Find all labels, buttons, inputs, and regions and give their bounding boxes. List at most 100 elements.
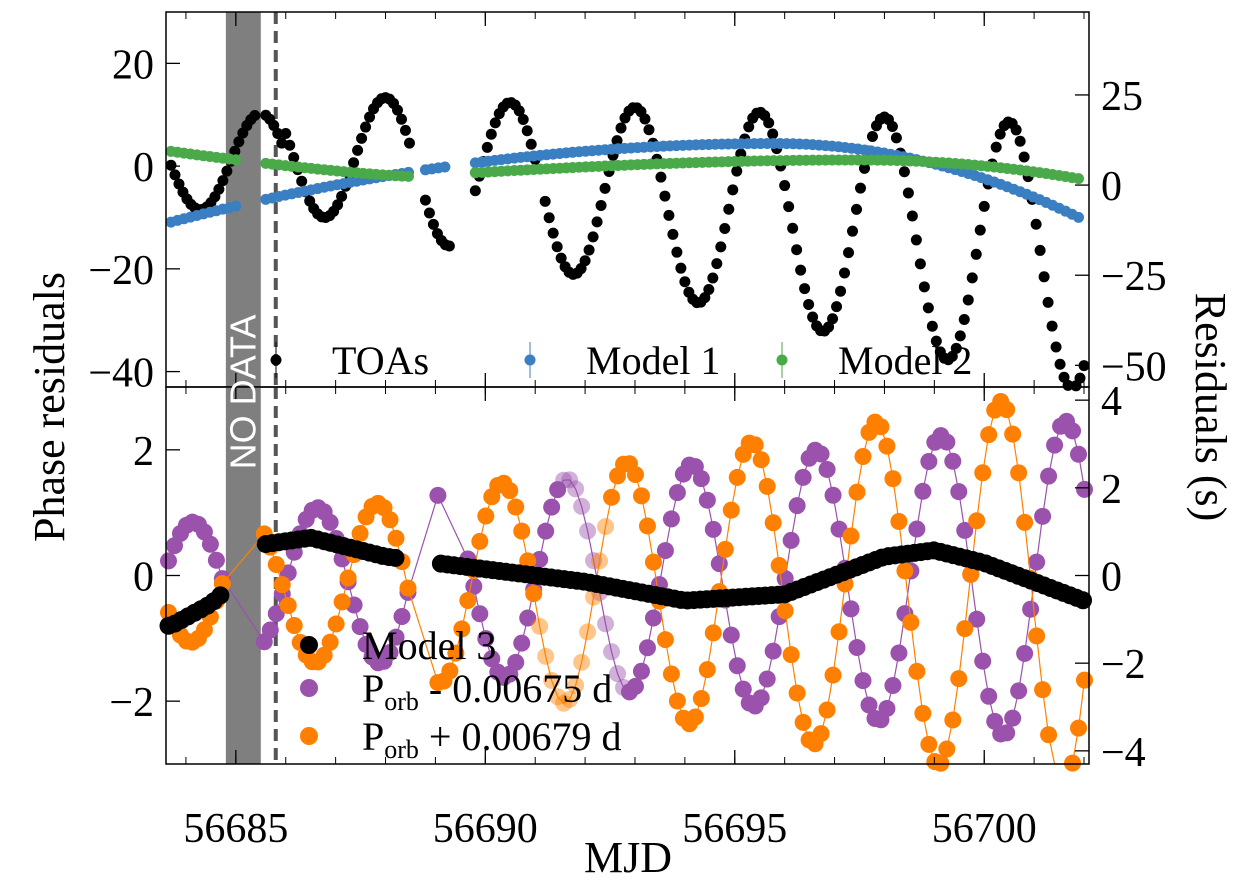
data-point — [759, 478, 776, 495]
data-point — [979, 201, 990, 212]
data-point — [920, 736, 937, 753]
data-point — [477, 508, 494, 525]
data-point — [795, 469, 812, 486]
data-point — [165, 160, 176, 171]
data-point — [600, 183, 611, 194]
data-point — [819, 702, 836, 719]
data-point — [884, 677, 901, 694]
data-point — [723, 502, 740, 519]
data-point — [404, 138, 415, 149]
data-point — [851, 204, 862, 215]
data-point — [795, 714, 812, 731]
data-point — [1040, 468, 1057, 485]
data-point — [753, 451, 770, 468]
data-point — [1034, 508, 1051, 525]
data-point — [322, 514, 339, 531]
data-point — [843, 600, 860, 617]
x-tick-label: 56700 — [932, 806, 1037, 852]
data-point — [963, 294, 974, 305]
data-point — [403, 171, 414, 182]
data-point — [1016, 645, 1033, 662]
data-point — [217, 175, 228, 186]
data-point — [908, 520, 925, 537]
data-point — [1047, 321, 1058, 332]
data-point — [580, 255, 591, 266]
data-point — [923, 302, 934, 313]
y-right-tick-label: −4 — [1101, 730, 1146, 776]
data-point — [849, 484, 866, 501]
data-point — [544, 212, 555, 223]
data-point — [944, 453, 961, 470]
data-point — [719, 223, 730, 234]
y-left-tick-label: 2 — [133, 429, 154, 475]
data-point — [645, 554, 662, 571]
data-point — [211, 586, 229, 604]
legend-marker — [525, 355, 536, 366]
data-point — [783, 532, 800, 549]
data-point — [1010, 682, 1027, 699]
y-right-tick-label: 2 — [1101, 467, 1122, 513]
data-point — [813, 725, 830, 742]
data-point — [592, 216, 603, 227]
data-point — [518, 114, 529, 125]
data-point — [471, 533, 488, 550]
data-point — [208, 552, 225, 569]
data-point — [296, 176, 307, 187]
data-point — [887, 121, 898, 132]
data-point — [249, 110, 260, 121]
x-tick-label: 56690 — [433, 806, 538, 852]
data-point — [765, 643, 782, 660]
data-point — [1070, 720, 1087, 737]
data-point — [968, 512, 985, 529]
data-point — [975, 225, 986, 236]
data-point — [839, 267, 850, 278]
data-point — [340, 570, 357, 587]
data-point — [795, 265, 806, 276]
data-point — [693, 470, 710, 487]
data-point — [669, 484, 686, 501]
data-point — [328, 615, 345, 632]
data-point — [1043, 297, 1054, 308]
data-point — [1004, 710, 1021, 727]
legend-label: Model 2 — [838, 338, 972, 383]
data-point — [950, 670, 967, 687]
data-point — [789, 497, 806, 514]
data-point — [513, 523, 530, 540]
y-left-tick-label: −20 — [88, 248, 154, 294]
data-point — [855, 183, 866, 194]
data-point — [777, 602, 794, 619]
data-point — [699, 661, 716, 678]
data-point — [727, 184, 738, 195]
data-point — [471, 605, 488, 622]
data-point — [705, 624, 722, 641]
legend-label: TOAs — [332, 338, 429, 383]
data-point — [1073, 173, 1084, 184]
data-point — [938, 740, 955, 757]
data-point — [729, 469, 746, 486]
data-point — [639, 114, 650, 125]
data-point — [711, 258, 722, 269]
data-point — [759, 670, 776, 687]
data-point — [387, 549, 405, 567]
y-left-tick-label: 20 — [112, 42, 154, 88]
data-point — [835, 286, 846, 297]
legend-marker — [300, 727, 318, 745]
data-point — [779, 180, 790, 191]
data-point — [907, 210, 918, 221]
data-point — [950, 483, 967, 500]
data-point — [230, 201, 241, 212]
y-left-tick-label: 0 — [133, 555, 154, 601]
data-point — [543, 499, 560, 516]
data-point — [659, 191, 670, 202]
x-tick-label: 56695 — [682, 806, 787, 852]
data-point — [1028, 627, 1045, 644]
data-point — [627, 678, 644, 695]
bottom-data-layer — [159, 393, 1093, 772]
data-point — [753, 689, 770, 706]
data-point — [482, 142, 493, 153]
data-point — [980, 426, 997, 443]
data-point — [1019, 152, 1030, 163]
data-point — [420, 195, 431, 206]
data-point — [919, 281, 930, 292]
legend-label: Model 1 — [586, 338, 720, 383]
